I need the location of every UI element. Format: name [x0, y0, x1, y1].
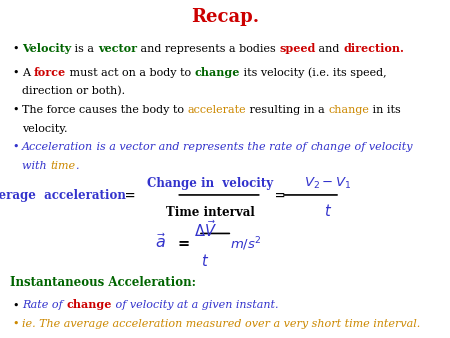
Text: $\vec{a}$: $\vec{a}$ [155, 234, 166, 252]
Text: change: change [66, 299, 112, 311]
Text: accelerate: accelerate [188, 105, 246, 115]
Text: direction or both).: direction or both). [22, 86, 125, 97]
Text: Change in  velocity: Change in velocity [147, 177, 273, 190]
Text: =: = [178, 238, 195, 251]
Text: $V_2 - V_1$: $V_2 - V_1$ [304, 176, 352, 191]
Text: Recap.: Recap. [191, 8, 259, 26]
Text: •: • [12, 68, 18, 78]
Text: of velocity at a given instant.: of velocity at a given instant. [112, 300, 278, 311]
Text: time: time [50, 161, 75, 170]
Text: Acceleration: Acceleration [22, 142, 93, 152]
Text: change: change [328, 105, 369, 115]
Text: must act on a body to: must act on a body to [66, 68, 194, 78]
Text: Velocity: Velocity [22, 43, 71, 54]
Text: The force causes the body to: The force causes the body to [22, 105, 188, 115]
Text: with: with [22, 161, 50, 170]
Text: is a: is a [71, 44, 98, 54]
Text: direction.: direction. [343, 43, 404, 54]
Text: of velocity: of velocity [351, 142, 413, 152]
Text: vector: vector [98, 43, 137, 54]
Text: •: • [12, 105, 18, 115]
Text: its velocity (i.e. its speed,: its velocity (i.e. its speed, [239, 68, 386, 78]
Text: force: force [33, 67, 66, 78]
Text: in its: in its [369, 105, 401, 115]
Text: velocity.: velocity. [22, 123, 68, 134]
Text: Rate of: Rate of [22, 300, 66, 311]
Text: is a vector and represents the rate of: is a vector and represents the rate of [93, 142, 310, 152]
Text: speed: speed [279, 43, 315, 54]
Text: ie. The average acceleration measured over a very short time interval.: ie. The average acceleration measured ov… [22, 319, 420, 329]
Text: =: = [270, 189, 290, 201]
Text: change: change [310, 142, 351, 152]
Text: $t$: $t$ [324, 202, 332, 218]
Text: change: change [194, 67, 239, 78]
Text: $m/s^2$: $m/s^2$ [230, 235, 262, 253]
Text: Average  acceleration: Average acceleration [0, 189, 126, 201]
Text: .: . [75, 161, 79, 170]
Text: $\Delta\vec{V}$: $\Delta\vec{V}$ [194, 219, 216, 240]
Text: and: and [315, 44, 343, 54]
Text: •: • [12, 319, 18, 329]
Text: •: • [12, 142, 18, 152]
Text: and represents a bodies: and represents a bodies [137, 44, 279, 54]
Text: A: A [22, 68, 33, 78]
Text: $t$: $t$ [201, 254, 209, 269]
Text: •: • [12, 44, 18, 54]
Text: Time interval: Time interval [166, 206, 254, 218]
Text: Instantaneous Acceleration:: Instantaneous Acceleration: [10, 276, 196, 290]
Text: resulting in a: resulting in a [246, 105, 328, 115]
Text: •: • [12, 300, 18, 311]
Text: =: = [120, 189, 140, 201]
